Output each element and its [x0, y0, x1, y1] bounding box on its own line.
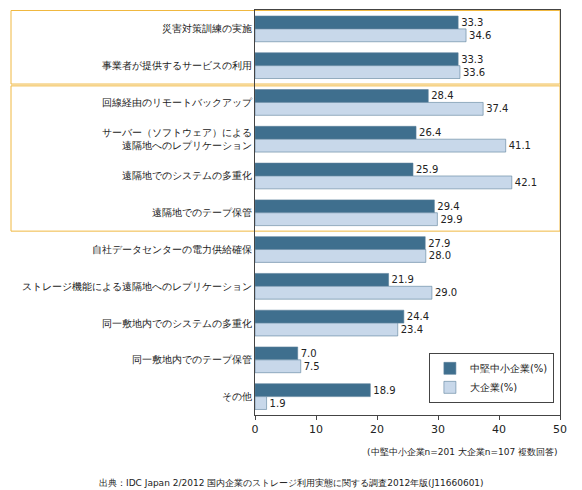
svg-text:自社データセンターの電力供給確保: 自社データセンターの電力供給確保 — [92, 244, 252, 255]
svg-text:50: 50 — [553, 423, 567, 436]
svg-text:21.9: 21.9 — [392, 274, 414, 285]
svg-text:24.4: 24.4 — [407, 311, 429, 322]
svg-text:事業者が提供するサービスの利用: 事業者が提供するサービスの利用 — [102, 60, 252, 71]
svg-text:40: 40 — [492, 423, 506, 436]
svg-text:0: 0 — [252, 423, 259, 436]
svg-text:7.5: 7.5 — [304, 361, 320, 372]
svg-text:7.0: 7.0 — [301, 348, 317, 359]
svg-text:33.6: 33.6 — [463, 67, 485, 78]
svg-text:34.6: 34.6 — [469, 30, 491, 41]
svg-text:29.0: 29.0 — [435, 287, 457, 298]
svg-text:10: 10 — [309, 423, 323, 436]
svg-text:サーバー（ソフトウェア）による遠隔地へのレプリケーション: サーバー（ソフトウェア）による遠隔地へのレプリケーション — [102, 127, 252, 151]
svg-text:同一敷地内でのテープ保管: 同一敷地内でのテープ保管 — [132, 354, 252, 365]
svg-text:20: 20 — [370, 423, 384, 436]
svg-text:18.9: 18.9 — [373, 385, 395, 396]
svg-text:37.4: 37.4 — [486, 103, 508, 114]
svg-text:同一敷地内でのシステムの多重化: 同一敷地内でのシステムの多重化 — [102, 318, 252, 329]
svg-text:33.3: 33.3 — [461, 17, 483, 28]
svg-text:回線経由のリモートバックアップ: 回線経由のリモートバックアップ — [102, 97, 253, 108]
svg-text:26.4: 26.4 — [419, 127, 441, 138]
svg-text:1.9: 1.9 — [270, 398, 286, 409]
svg-text:42.1: 42.1 — [515, 177, 537, 188]
svg-text:29.4: 29.4 — [437, 201, 459, 212]
svg-text:(中堅中小企業n=201 大企業n=107 複数回答): (中堅中小企業n=201 大企業n=107 複数回答) — [367, 447, 558, 457]
svg-text:28.0: 28.0 — [429, 250, 451, 261]
svg-text:中堅中小企業(%): 中堅中小企業(%) — [470, 363, 547, 374]
svg-text:大企業(%): 大企業(%) — [470, 382, 517, 393]
svg-text:25.9: 25.9 — [416, 164, 438, 175]
svg-text:28.4: 28.4 — [431, 90, 453, 101]
svg-text:遠隔地でのシステムの多重化: 遠隔地でのシステムの多重化 — [122, 170, 252, 181]
svg-text:41.1: 41.1 — [509, 140, 531, 151]
svg-text:ストレージ機能による遠隔地へのレプリケーション: ストレージ機能による遠隔地へのレプリケーション — [22, 281, 252, 292]
svg-text:遠隔地でのテープ保管: 遠隔地でのテープ保管 — [152, 207, 252, 218]
svg-text:27.9: 27.9 — [428, 238, 450, 249]
svg-text:出典：IDC Japan 2/2012 国内企業のストレージ: 出典：IDC Japan 2/2012 国内企業のストレージ利用実態に関する調査… — [99, 478, 484, 488]
svg-text:29.9: 29.9 — [440, 214, 462, 225]
svg-text:災害対策訓練の実施: 災害対策訓練の実施 — [162, 23, 252, 34]
svg-text:23.4: 23.4 — [401, 324, 423, 335]
svg-text:その他: その他 — [222, 391, 252, 402]
svg-text:30: 30 — [431, 423, 445, 436]
svg-text:33.3: 33.3 — [461, 54, 483, 65]
